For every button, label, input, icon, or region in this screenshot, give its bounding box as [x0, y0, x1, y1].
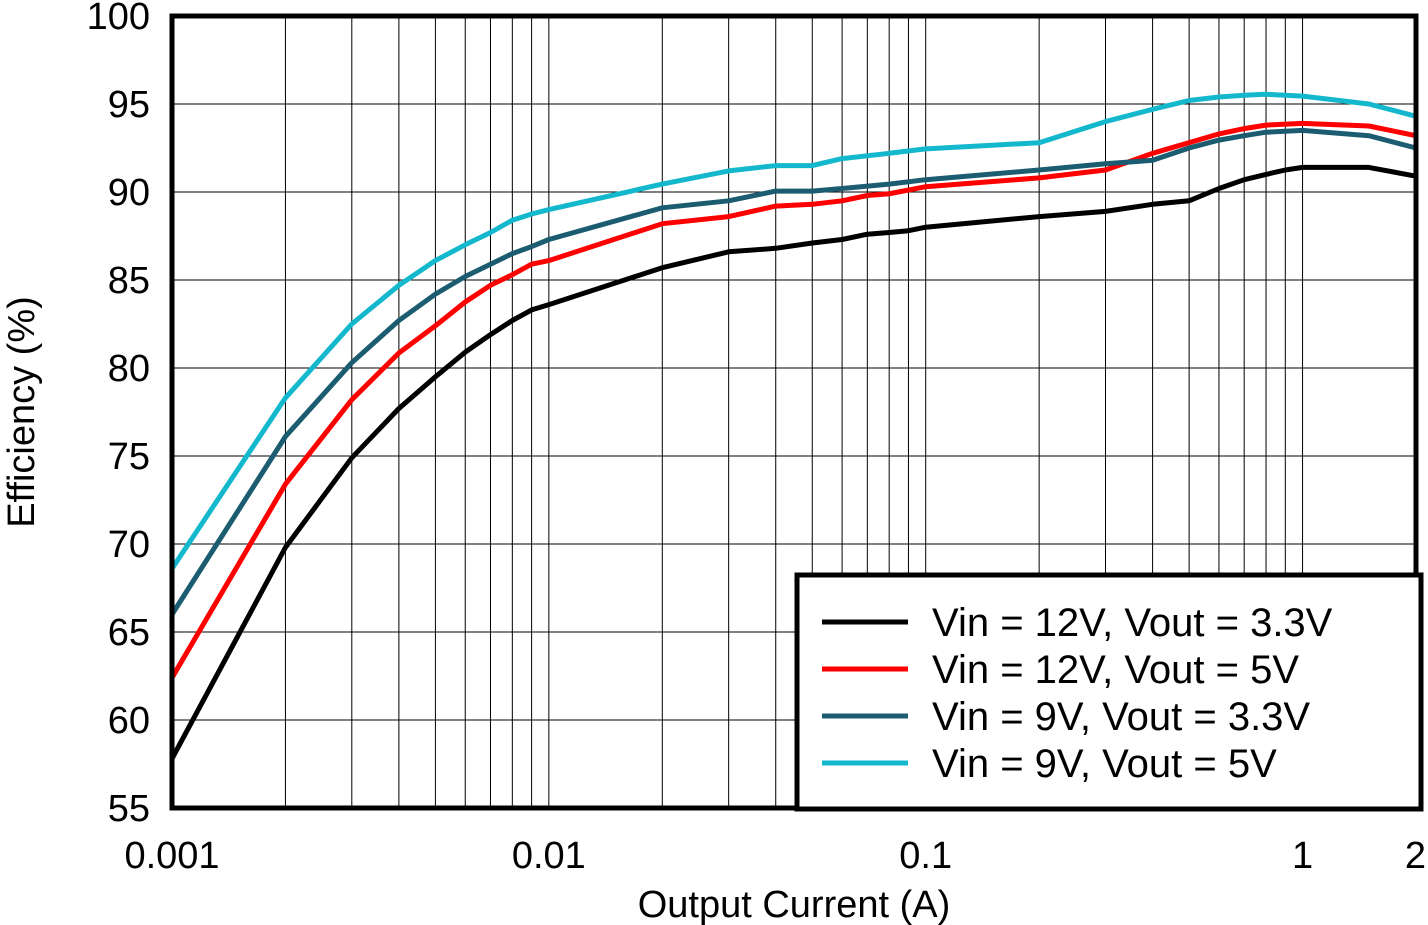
legend-label: Vin = 9V, Vout = 3.3V: [932, 695, 1310, 739]
x-tick-label: 2: [1405, 835, 1426, 877]
y-tick-label: 70: [108, 524, 150, 566]
legend-box: [794, 572, 1424, 812]
y-tick-label: 60: [108, 700, 150, 742]
series-line: [169, 127, 1417, 616]
x-axis-label: Output Current (A): [638, 884, 951, 925]
legend-label: Vin = 12V, Vout = 5V: [932, 648, 1299, 692]
y-tick-label: 85: [108, 260, 150, 302]
x-tick-label: 0.1: [899, 835, 952, 877]
y-tick-label: 75: [108, 436, 150, 478]
y-tick-label: 65: [108, 612, 150, 654]
y-axis-label: Efficiency (%): [1, 296, 43, 528]
series-line: [169, 164, 1417, 760]
y-tick-label: 55: [108, 788, 150, 830]
y-tick-label: 100: [87, 0, 150, 38]
x-tick-labels: 0.001 0.01 0.1 1 2: [124, 835, 1426, 877]
x-tick-label: 0.01: [512, 835, 586, 877]
y-tick-labels: 55 60 65 70 75 80 85 90 95 100: [87, 0, 150, 830]
y-tick-label: 90: [108, 172, 150, 214]
y-tick-label: 80: [108, 348, 150, 390]
series-lines: [169, 91, 1417, 760]
series-line: [169, 91, 1417, 570]
series-line: [169, 120, 1417, 680]
x-tick-label: 1: [1292, 835, 1313, 877]
plot-frame: [169, 13, 1419, 811]
legend-label: Vin = 9V, Vout = 5V: [932, 742, 1277, 786]
x-tick-label: 0.001: [124, 835, 219, 877]
legend-label: Vin = 12V, Vout = 3.3V: [932, 601, 1333, 645]
y-tick-label: 95: [108, 84, 150, 126]
